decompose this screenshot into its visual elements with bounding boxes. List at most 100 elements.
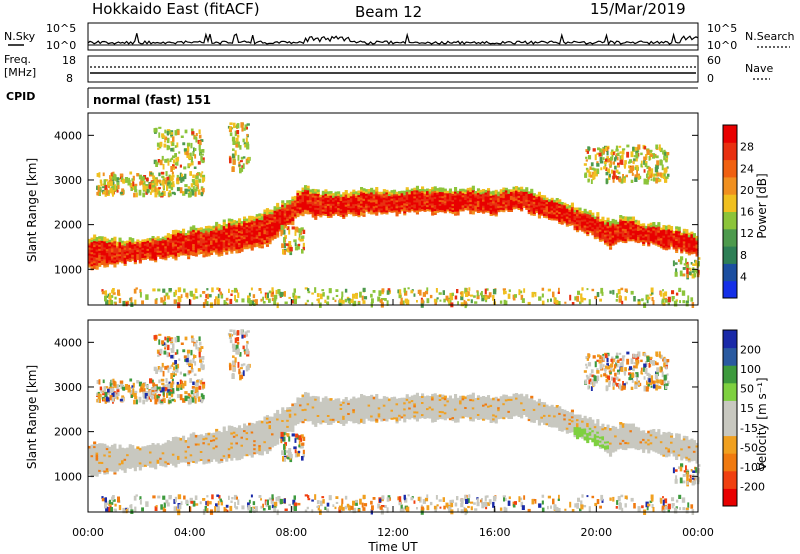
power-cell: [177, 230, 181, 233]
power-cell: [637, 175, 640, 179]
velocity-cell: [98, 449, 102, 452]
power-cell: [581, 287, 584, 291]
power-cell: [177, 240, 181, 243]
power-cell: [434, 301, 437, 306]
power-cell: [314, 195, 318, 198]
power-cell: [215, 252, 219, 255]
power-cell: [260, 213, 264, 217]
velocity-cell: [194, 459, 198, 462]
power-cell: [232, 238, 236, 241]
power-cell: [664, 152, 667, 156]
power-cell: [278, 216, 282, 220]
power-cell: [151, 238, 155, 241]
velocity-cell: [95, 446, 99, 449]
power-cell: [448, 196, 452, 200]
power-cell: [243, 240, 247, 244]
power-cell: [334, 197, 338, 201]
power-cell: [446, 198, 450, 202]
power-cell: [588, 230, 592, 233]
power-cell: [619, 215, 623, 218]
power-cell: [293, 239, 297, 243]
power-cell: [423, 191, 427, 194]
velocity-cell: [230, 438, 234, 441]
power-cell: [382, 201, 386, 204]
power-cell: [316, 201, 320, 204]
power-cell: [370, 193, 374, 197]
power-cell: [461, 204, 465, 208]
power-cell: [385, 203, 389, 207]
power-cell: [395, 193, 399, 197]
power-cell: [370, 211, 374, 215]
velocity-cell: [118, 454, 122, 458]
power-cell: [189, 248, 193, 252]
velocity-cell: [238, 427, 242, 430]
power-cell: [398, 191, 402, 194]
power-cell: [550, 215, 554, 219]
power-cell: [361, 295, 364, 301]
power-cell: [604, 224, 608, 227]
power-cell: [410, 202, 414, 206]
power-cell: [665, 239, 669, 243]
velocity-cell: [238, 455, 242, 459]
power-cell: [469, 201, 473, 205]
velocity-cell: [197, 449, 201, 452]
power-cell: [354, 209, 358, 212]
power-cell: [438, 209, 442, 213]
power-cell: [456, 210, 460, 214]
power-cell: [637, 228, 641, 231]
power-cell: [166, 130, 169, 136]
velocity-cell: [187, 455, 191, 459]
power-cell: [560, 202, 564, 205]
power-cell: [686, 272, 689, 278]
power-cell: [302, 246, 305, 251]
power-cell: [464, 189, 468, 192]
power-cell: [639, 223, 643, 227]
power-cell: [659, 243, 663, 247]
velocity-cell: [141, 448, 145, 451]
power-cell: [253, 242, 257, 246]
velocity-cell: [138, 467, 142, 471]
power-cell: [576, 213, 580, 217]
velocity-cell: [177, 449, 181, 452]
velocity-cell: [222, 446, 226, 450]
power-cell: [172, 159, 175, 164]
power-cell: [441, 189, 445, 193]
power-cell: [492, 294, 495, 301]
velocity-cell: [197, 451, 201, 454]
velocity-cell: [230, 446, 234, 449]
power-cell: [123, 263, 127, 266]
velocity-cell: [177, 455, 181, 458]
velocity-cell: [169, 459, 173, 462]
power-cell: [263, 235, 267, 239]
power-cell: [504, 197, 508, 201]
power-cell: [220, 227, 224, 230]
power-cell: [332, 201, 336, 204]
power-cell: [573, 219, 577, 223]
power-cell: [548, 213, 552, 216]
power-cell: [163, 295, 166, 301]
power-cell: [202, 240, 206, 244]
power-cell: [217, 237, 221, 241]
power-cell: [130, 297, 133, 303]
power-cell: [577, 290, 580, 295]
power-cell: [115, 179, 119, 182]
power-cell: [164, 249, 168, 253]
velocity-cell: [126, 457, 130, 461]
power-cell: [88, 248, 92, 252]
power-cell: [288, 206, 292, 209]
velocity-cell: [166, 454, 170, 457]
power-cell: [665, 176, 669, 179]
power-cell: [489, 213, 493, 216]
velocity-cell: [210, 439, 214, 442]
power-cell: [250, 219, 254, 223]
power-cell: [530, 192, 534, 196]
velocity-cell: [202, 449, 206, 453]
power-cell: [512, 202, 516, 206]
power-cell: [344, 200, 348, 203]
power-cell: [217, 225, 221, 229]
power-cell: [365, 199, 369, 202]
power-cell: [88, 255, 92, 258]
power-cell: [617, 162, 620, 168]
velocity-cell: [217, 432, 221, 436]
power-cell: [550, 298, 552, 302]
